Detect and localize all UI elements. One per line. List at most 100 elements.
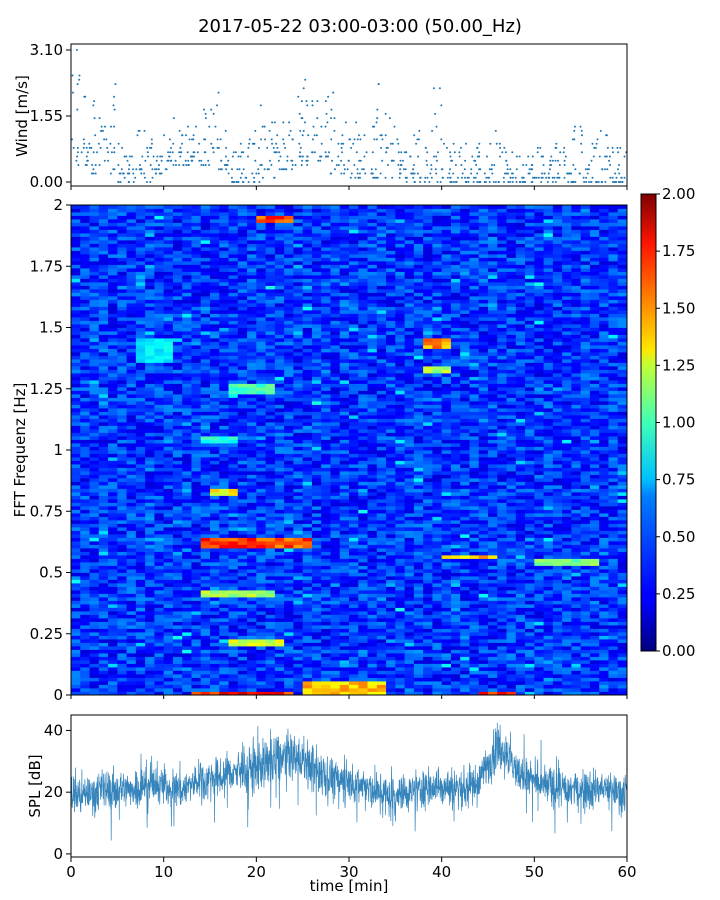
spectrogram-cell xyxy=(256,366,266,370)
wind-point xyxy=(103,159,106,162)
spectrogram-cell xyxy=(293,341,304,346)
spectrogram-cell xyxy=(126,362,137,367)
spectrogram-cell xyxy=(219,226,229,230)
wind-point xyxy=(489,142,492,145)
spectrogram-cell xyxy=(135,429,146,433)
spectrogram-cell xyxy=(182,499,192,503)
spectrogram-cell xyxy=(219,681,229,685)
spectrogram-cell xyxy=(89,401,100,405)
spectrogram-cell xyxy=(284,429,294,433)
spectrogram-cell xyxy=(191,607,202,612)
wind-point xyxy=(615,176,618,179)
spectrogram-cell xyxy=(145,495,155,500)
spectrogram-cell xyxy=(135,674,146,678)
spectrogram-cell xyxy=(145,408,155,412)
spectrogram-cell xyxy=(182,355,192,360)
spectrogram-cell xyxy=(302,331,313,335)
spectrogram-cell xyxy=(98,394,109,398)
spectrogram-cell xyxy=(321,551,331,556)
spectrogram-cell xyxy=(80,628,90,633)
spectrogram-cell xyxy=(135,418,146,423)
spectrogram-cell xyxy=(200,422,211,426)
spectrogram-cell xyxy=(172,415,183,419)
spectrogram-cell xyxy=(256,674,266,678)
spectrogram-cell xyxy=(191,205,202,209)
spectrogram-cell xyxy=(311,327,322,332)
wind-point xyxy=(551,159,554,162)
spectrogram-cell xyxy=(210,436,220,440)
spectrogram-cell xyxy=(339,460,350,465)
wind-point xyxy=(616,146,619,149)
spectrogram-cell xyxy=(256,520,266,524)
spectrogram-cell xyxy=(210,548,220,552)
spectrogram-cell xyxy=(247,285,257,290)
spectrogram-cell xyxy=(80,334,90,339)
spectrogram-cell xyxy=(163,359,174,363)
spectrogram-cell xyxy=(210,625,220,629)
spectrogram-cell xyxy=(302,527,313,531)
spectrogram-cell xyxy=(135,688,146,692)
spectrogram-cell xyxy=(339,618,350,622)
spectrogram-cell xyxy=(302,355,313,360)
spectrogram-cell xyxy=(330,418,341,423)
spectrogram-cell xyxy=(71,537,81,542)
spectrogram-cell xyxy=(228,562,239,566)
spectrogram-cell xyxy=(108,583,118,587)
spectrogram-cell xyxy=(321,418,331,423)
spectrogram-cell xyxy=(80,485,90,489)
spectrogram-cell xyxy=(154,502,165,507)
spectrogram-cell xyxy=(191,600,202,605)
spectrogram-cell xyxy=(117,583,127,587)
spectrogram-cell xyxy=(302,495,313,500)
spectrogram-cell xyxy=(256,478,266,482)
spectrogram-cell xyxy=(339,583,350,587)
wind-point xyxy=(330,138,333,141)
wind-point xyxy=(531,155,534,158)
spectrogram-cell xyxy=(330,348,341,353)
spectrogram-cell xyxy=(228,317,239,321)
spectrogram-cell xyxy=(210,600,220,605)
spectrogram-cell xyxy=(265,667,276,671)
spectrogram-cell xyxy=(117,548,127,552)
spectrogram-cell xyxy=(191,632,202,636)
spectrogram-cell xyxy=(154,390,165,395)
spectrogram-cell xyxy=(256,670,266,675)
spectrogram-cell xyxy=(237,611,248,615)
spectrogram-cell xyxy=(182,243,192,248)
spectrogram-cell xyxy=(172,513,183,517)
spectrogram-cell xyxy=(98,555,109,559)
spectrogram-cell xyxy=(89,397,100,402)
spectrogram-cell xyxy=(311,429,322,433)
spectrogram-cell xyxy=(98,541,109,545)
spectrogram-cell xyxy=(182,373,192,377)
spectrogram-cell xyxy=(293,646,304,650)
spectrogram-cell xyxy=(330,625,341,629)
spectrogram-cell xyxy=(191,646,202,650)
wind-point xyxy=(583,181,586,183)
spectrogram-cell xyxy=(330,422,341,426)
spectrogram-cell xyxy=(284,275,294,279)
spectrogram-cell xyxy=(210,205,220,209)
spectrogram-cell xyxy=(237,348,248,353)
wind-point xyxy=(216,138,219,141)
spectrogram-cell xyxy=(117,628,127,633)
spectrogram-cell xyxy=(247,359,257,363)
spectrogram-cell xyxy=(200,579,211,584)
spectrogram-cell xyxy=(265,236,276,241)
spectrogram-cell xyxy=(191,618,202,622)
spectrogram-cell xyxy=(182,653,192,657)
spectrogram-cell xyxy=(284,527,294,531)
spectrogram-cell xyxy=(256,359,266,363)
spectrogram-cell xyxy=(98,565,109,570)
spectrogram-cell xyxy=(339,576,350,580)
spectrogram-cell xyxy=(108,240,118,244)
spectrogram-cell xyxy=(172,306,183,311)
spectrogram-cell xyxy=(339,516,350,521)
spectrogram-cell xyxy=(108,625,118,629)
spectrogram-cell xyxy=(228,247,239,251)
spectrogram-cell xyxy=(191,653,202,657)
spectrogram-cell xyxy=(237,282,248,286)
spectrogram-cell xyxy=(117,254,127,258)
spectrogram-cell xyxy=(135,282,146,286)
spectrogram-cell xyxy=(228,254,239,258)
